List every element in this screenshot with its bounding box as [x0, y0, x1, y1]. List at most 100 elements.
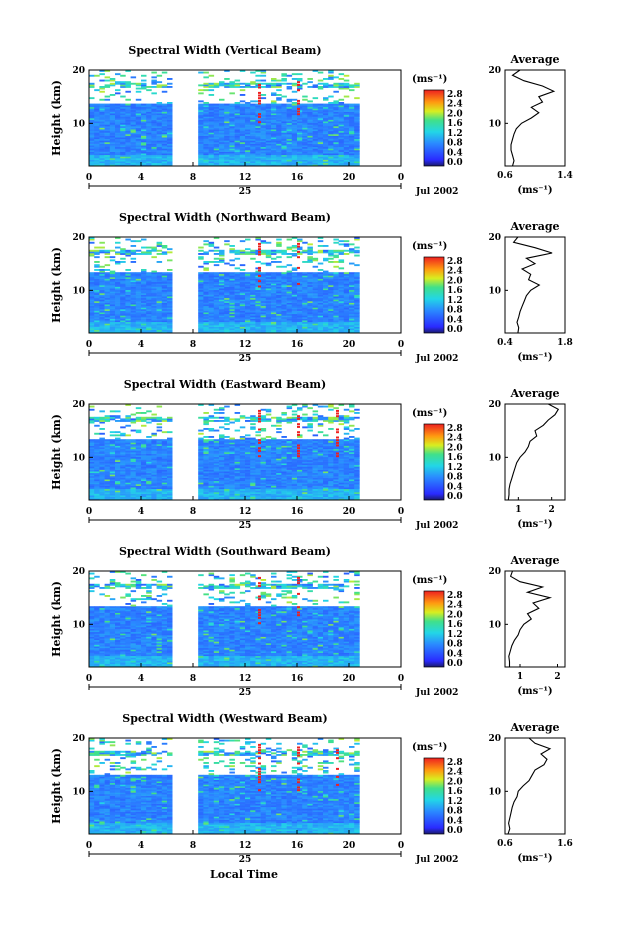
heatmap-cell — [89, 84, 95, 87]
heatmap-cell — [161, 431, 168, 434]
heatmap-cell — [161, 453, 168, 456]
heatmap-cell — [234, 103, 241, 106]
heatmap-cell — [219, 278, 225, 281]
heatmap-cell — [229, 286, 235, 289]
heatmap-cell — [328, 114, 334, 117]
heatmap-cell — [328, 127, 334, 130]
heatmap-cell — [354, 318, 360, 321]
heatmap-cell — [161, 119, 168, 122]
heatmap-cell — [276, 323, 282, 326]
heatmap-cell — [125, 90, 131, 93]
heatmap-cell — [109, 301, 116, 303]
heatmap-cell — [109, 283, 116, 286]
heatmap-cell — [343, 126, 350, 128]
heatmap-cell — [125, 108, 131, 111]
heatmap-cell — [338, 129, 345, 132]
heatmap-cell — [265, 106, 272, 109]
heatmap-cell — [312, 127, 319, 130]
heatmap-cell — [125, 480, 131, 483]
heatmap-cell — [213, 110, 220, 112]
heatmap-cell — [115, 444, 121, 446]
heatmap-cell — [156, 261, 163, 263]
heatmap-cell — [297, 159, 303, 162]
heatmap-cell — [94, 312, 100, 315]
heatmap-cell — [130, 261, 137, 263]
heatmap-cell — [130, 421, 137, 424]
heatmap-cell — [125, 269, 131, 271]
heatmap-cell — [151, 86, 157, 88]
heatmap-cell — [312, 280, 319, 283]
heatmap-cell — [354, 281, 360, 284]
heatmap-cell — [271, 103, 277, 106]
heatmap-cell — [109, 289, 116, 292]
heatmap-cell — [291, 313, 298, 316]
heatmap-cell — [317, 293, 324, 295]
heatmap-cell — [271, 110, 277, 112]
heatmap-cell — [312, 309, 319, 311]
heatmap-cell — [271, 162, 277, 165]
heatmap-cell — [203, 134, 209, 136]
heatmap-cell — [307, 326, 313, 329]
heatmap-cell — [245, 273, 251, 276]
heatmap-cell — [167, 455, 173, 458]
heatmap-cell — [99, 480, 105, 483]
heatmap-cell — [130, 418, 137, 421]
heatmap-cell — [224, 302, 230, 305]
heatmap-cell — [109, 466, 116, 469]
heatmap-cell — [333, 273, 339, 276]
heatmap-cell — [219, 305, 225, 308]
heatmap-cell — [245, 135, 251, 138]
heatmap-cell — [219, 254, 225, 257]
heatmap-cell — [349, 89, 355, 92]
heatmap-cell — [297, 315, 303, 318]
heatmap-cell — [343, 137, 350, 140]
heatmap-cell — [219, 285, 225, 287]
heatmap-cell — [354, 305, 360, 308]
heatmap-cell — [307, 135, 313, 138]
heatmap-cell — [130, 302, 137, 305]
heatmap-cell — [141, 281, 147, 284]
heatmap-cell — [265, 132, 272, 135]
colorbar-tick-label: 1.2 — [447, 129, 463, 139]
heatmap-cell — [167, 113, 173, 116]
heatmap-cell — [203, 71, 209, 74]
heatmap-cell — [260, 74, 267, 77]
heatmap-cell — [229, 145, 235, 148]
heatmap-cell — [125, 297, 131, 300]
heatmap-cell — [328, 301, 334, 303]
heatmap-cell — [208, 329, 215, 332]
heatmap-cell — [333, 323, 339, 326]
heatmap-cell — [198, 150, 204, 152]
heatmap-cell — [250, 132, 256, 135]
heatmap-cell — [297, 122, 303, 125]
heatmap-cell — [338, 325, 345, 327]
heatmap-cell — [89, 455, 95, 458]
heatmap-cell — [151, 439, 157, 442]
heatmap-cell — [286, 310, 293, 313]
heatmap-cell — [260, 321, 267, 324]
heatmap-cell — [312, 315, 319, 318]
heatmap-cell — [307, 251, 313, 254]
heatmap-cell — [125, 137, 131, 140]
heatmap-cell — [328, 132, 334, 135]
heatmap-cell — [213, 116, 220, 119]
heatmap-cell — [109, 138, 116, 141]
heatmap-cell — [89, 135, 95, 138]
heatmap-cell — [250, 154, 256, 157]
heatmap-cell — [234, 143, 241, 146]
heatmap-cell — [234, 108, 241, 111]
heatmap-cell — [255, 270, 261, 273]
heatmap-cell — [297, 143, 303, 146]
heatmap-cell — [265, 137, 272, 140]
heatmap-cell — [167, 437, 173, 440]
heatmap-cell — [203, 150, 209, 152]
heatmap-cell — [94, 326, 100, 329]
heatmap-cell — [224, 140, 230, 143]
heatmap-cell — [286, 331, 293, 334]
heatmap-cell — [271, 294, 277, 297]
heatmap-cell — [99, 302, 105, 305]
heatmap-cell — [239, 264, 246, 267]
heatmap-cell — [141, 151, 147, 154]
heatmap-cell — [151, 326, 157, 329]
heatmap-cell — [328, 331, 334, 334]
